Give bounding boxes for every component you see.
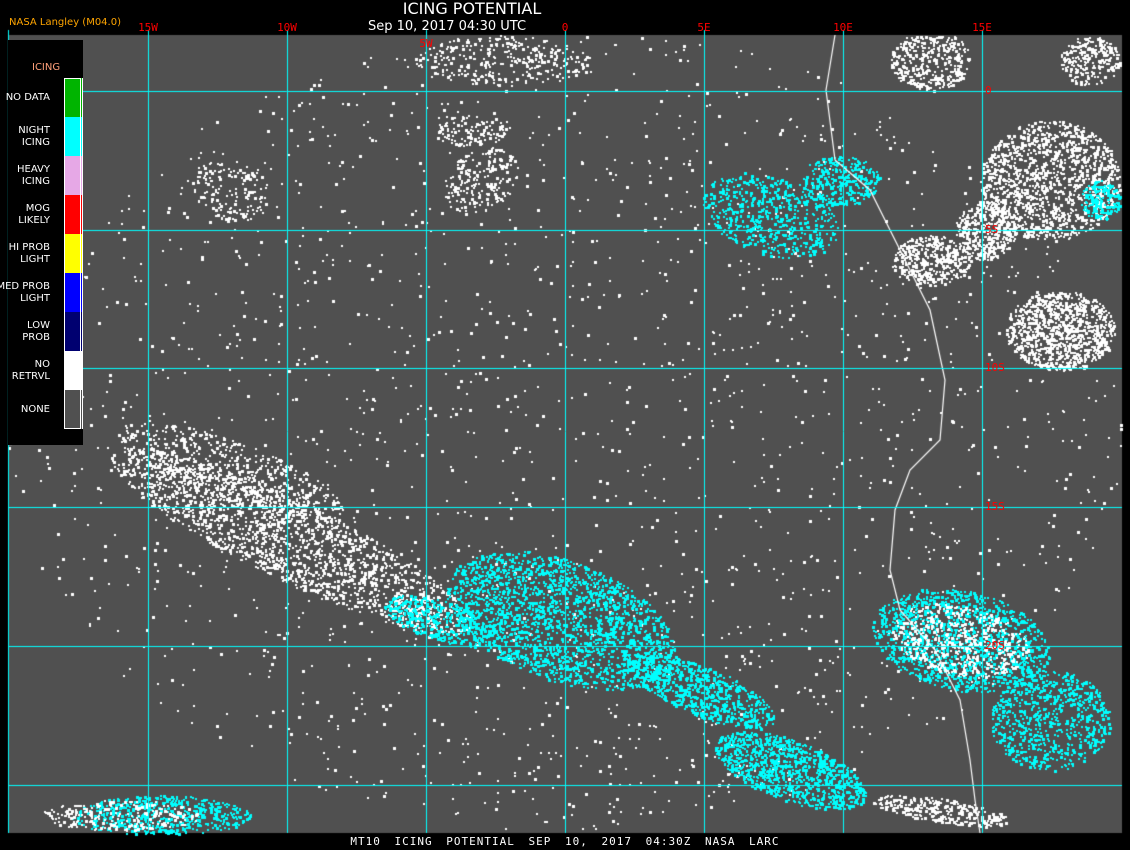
map-title: ICING POTENTIAL	[402, 0, 542, 18]
legend-label: HEAVY ICING	[17, 164, 50, 187]
latitude-label: 20S	[985, 639, 1005, 652]
longitude-label: 15W	[138, 21, 158, 34]
map-timestamp: Sep 10, 2017 04:30 UTC	[368, 19, 527, 34]
legend-label: MED PROB LIGHT	[0, 281, 50, 304]
longitude-label: 5E	[697, 21, 711, 34]
longitude-label: 10E	[833, 21, 853, 34]
latitude-label: 15S	[985, 500, 1005, 513]
legend-label: HI PROB LIGHT	[8, 242, 50, 265]
longitude-label: 5W	[419, 37, 433, 50]
longitude-label: 15E	[972, 21, 992, 34]
legend-label: NIGHT ICING	[18, 125, 50, 148]
legend-label: MOG LIKELY	[18, 203, 50, 226]
longitude-label: 0	[561, 21, 569, 34]
latitude-label: 0	[985, 84, 992, 97]
legend-label: LOW PROB	[22, 320, 50, 343]
credit-label: NASA Langley (M04.0)	[9, 17, 121, 28]
legend-bar-border	[64, 78, 81, 429]
longitude-label: 10W	[277, 21, 297, 34]
latitude-label: 5S	[985, 223, 999, 236]
latitude-label: 10S	[985, 361, 1005, 374]
legend-label: NONE	[20, 404, 50, 415]
legend-title: ICING	[32, 62, 61, 73]
legend-label: NO DATA	[5, 92, 50, 103]
legend-label: NO RETRVL	[11, 359, 50, 382]
legend: ICING NO DATA NIGHT ICING HEAVY ICING MOG LIKE…	[0, 40, 83, 445]
footer-caption: MT10 ICING POTENTIAL SEP 10, 2017 04:30Z…	[350, 835, 780, 848]
